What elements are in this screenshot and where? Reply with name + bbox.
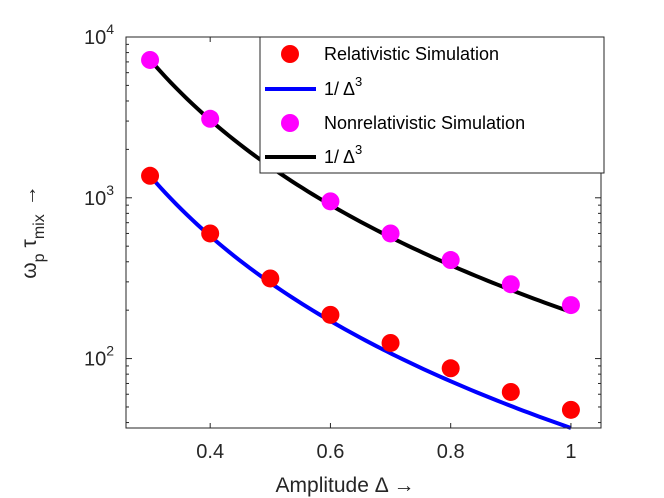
relativistic-point xyxy=(141,166,160,185)
y-label-tau: τ xyxy=(18,238,41,247)
x-tick: 0.4 xyxy=(196,37,224,463)
legend: Relativistic Simulation 1/ Δ3 Nonrelativis… xyxy=(259,36,605,174)
x-tick-label: 0.8 xyxy=(437,441,465,463)
y-axis-label: ωpτmix → xyxy=(18,185,48,279)
y-axis: 102 103 104 xyxy=(84,21,601,424)
relativistic-point xyxy=(501,382,520,401)
curves-layer xyxy=(148,58,572,430)
relativistic-fit-line xyxy=(148,174,572,430)
legend-item: Relativistic Simulation xyxy=(281,44,499,64)
y-tick-label: 103 xyxy=(84,182,114,210)
nonrelativistic-point xyxy=(381,224,400,243)
x-axis: 0.4 0.6 0.8 1 xyxy=(196,37,576,463)
legend-label: 1/ Δ3 xyxy=(324,74,362,99)
legend-label: 1/ Δ3 xyxy=(324,142,362,167)
y-label-omega: ω xyxy=(18,262,41,278)
legend-marker xyxy=(281,45,299,63)
x-tick-label: 1 xyxy=(565,441,576,463)
nonrelativistic-point xyxy=(441,251,460,270)
nonrelativistic-point xyxy=(501,275,520,294)
nonrelativistic-fit-line xyxy=(148,58,572,314)
svg-text:ωpτmix→: ωpτmix → xyxy=(18,185,48,279)
y-tick-label: 104 xyxy=(84,21,114,49)
x-axis-label: Amplitude Δ → xyxy=(276,474,415,497)
nonrelativistic-point xyxy=(321,192,340,211)
legend-item: 1/ Δ3 xyxy=(265,142,362,167)
nonrelativistic-point xyxy=(201,109,220,128)
legend-item: Nonrelativistic Simulation xyxy=(281,113,525,133)
relativistic-point xyxy=(441,359,460,378)
y-label-mix: mix xyxy=(31,214,48,239)
x-tick-label: 0.6 xyxy=(317,441,345,463)
legend-label: Relativistic Simulation xyxy=(324,44,499,64)
legend-marker xyxy=(281,114,299,132)
legend-box xyxy=(259,36,605,174)
nonrelativistic-point xyxy=(561,296,580,315)
relativistic-point xyxy=(381,333,400,352)
relativistic-point xyxy=(321,305,340,324)
legend-label: Nonrelativistic Simulation xyxy=(324,113,525,133)
x-tick-label: 0.4 xyxy=(196,441,224,463)
relativistic-point xyxy=(561,400,580,419)
legend-item: 1/ Δ3 xyxy=(265,74,362,99)
relativistic-point xyxy=(201,224,220,243)
y-tick-label: 102 xyxy=(84,343,114,371)
y-label-p: p xyxy=(31,253,48,262)
relativistic-point xyxy=(261,269,280,288)
nonrelativistic-point xyxy=(141,50,160,69)
y-label-arrow: → xyxy=(18,185,41,206)
